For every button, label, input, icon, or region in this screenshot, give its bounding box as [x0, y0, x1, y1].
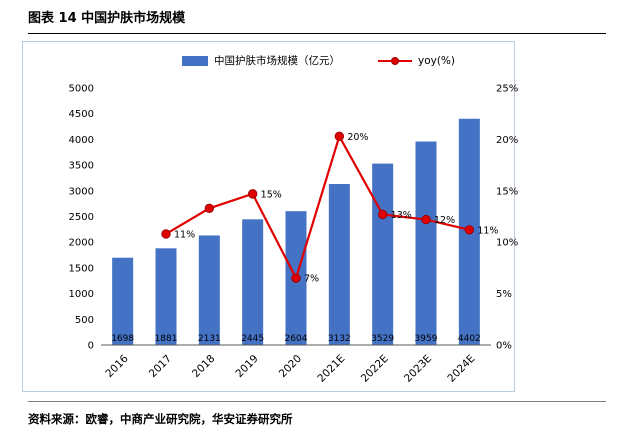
line-series-swatch-icon: [377, 56, 412, 65]
left-axis-tick: 3500: [69, 161, 94, 172]
bar-value-label: 3959: [415, 334, 438, 344]
bar-value-label: 2131: [198, 334, 221, 344]
right-axis-tick: 15%: [496, 186, 518, 197]
line-marker: [204, 203, 215, 213]
right-axis-tick: 5%: [496, 289, 512, 300]
bar: [112, 257, 134, 345]
yoy-value-label: 12%: [434, 215, 455, 226]
x-axis-label: 2021E: [315, 353, 347, 385]
chart-container: 中国护肤市场规模（亿元） yoy(%) 0 500 1000 1500 2000 2500…: [22, 41, 519, 392]
x-axis-label: 2017: [147, 353, 174, 380]
x-axis-label: 2019: [233, 353, 260, 380]
bar-series-label: 中国护肤市场规模（亿元）: [213, 55, 340, 67]
yoy-value-label: 11%: [477, 225, 498, 236]
left-axis-tick: 1500: [69, 263, 94, 274]
x-axis-label: 2022E: [359, 353, 391, 385]
legend-item-line: yoy(%): [377, 54, 456, 67]
chart-title: 图表 14 中国护肤市场规模: [28, 7, 606, 34]
line-marker: [291, 273, 301, 283]
bar: [415, 141, 437, 345]
line-marker: [334, 131, 345, 142]
left-axis-tick: 3000: [69, 186, 94, 197]
right-axis-tick: 20%: [496, 135, 518, 146]
line-series-label: yoy(%): [417, 54, 456, 67]
line-marker: [421, 214, 431, 225]
left-axis-tick: 5000: [69, 84, 94, 95]
line-marker: [464, 225, 475, 235]
legend: 中国护肤市场规模（亿元） yoy(%): [23, 53, 514, 68]
right-axis-tick: 25%: [496, 84, 518, 95]
line-marker-icon: [390, 56, 399, 65]
left-axis-tick: 0: [88, 341, 94, 352]
bar: [242, 219, 264, 345]
line-marker: [161, 229, 171, 239]
x-axis-label: 2023E: [402, 353, 434, 385]
left-axis-tick: 4000: [69, 135, 94, 146]
bar-series-swatch-icon: [181, 55, 208, 66]
bar-value-label: 2604: [285, 334, 308, 344]
left-axis-tick: 4500: [69, 109, 94, 120]
x-axis-label: 2020: [277, 353, 304, 380]
yoy-line: [165, 133, 470, 282]
x-axis-label: 2018: [190, 353, 217, 380]
yoy-value-label: 11%: [174, 229, 195, 240]
yoy-value-label: 15%: [261, 189, 282, 200]
yoy-value-label: 20%: [347, 132, 368, 143]
bar: [372, 163, 394, 345]
bar: [155, 248, 177, 345]
left-axis-tick: 2000: [69, 238, 94, 249]
x-axis-label: 2024E: [445, 353, 477, 385]
source-note: 资料来源：欧睿，中商产业研究院，华安证券研究所: [28, 401, 606, 427]
bar-value-label: 3132: [328, 334, 351, 344]
yoy-value-label: 7%: [304, 274, 319, 285]
left-axis-tick: 1000: [69, 289, 94, 300]
line-marker: [247, 189, 258, 199]
left-axis-tick: 500: [75, 315, 94, 326]
left-axis-tick: 2500: [69, 212, 94, 223]
bar-value-label: 3529: [371, 334, 394, 344]
legend-item-bar: 中国护肤市场规模（亿元）: [181, 53, 340, 68]
bar-value-label: 1881: [155, 334, 178, 344]
yoy-value-label: 13%: [391, 210, 412, 221]
bar: [328, 184, 350, 345]
chart-plot: 0 500 1000 1500 2000 2500 3000 3500 4000 4500 5000…: [69, 84, 519, 385]
bar-value-label: 2445: [241, 334, 264, 344]
bar: [198, 235, 220, 345]
line-marker: [377, 209, 388, 220]
right-axis-tick: 10%: [496, 238, 518, 249]
right-axis-tick: 0%: [496, 341, 512, 352]
bar-value-label: 4402: [458, 334, 481, 344]
bar-value-label: 1698: [111, 334, 134, 344]
x-axis-label: 2016: [103, 352, 131, 380]
